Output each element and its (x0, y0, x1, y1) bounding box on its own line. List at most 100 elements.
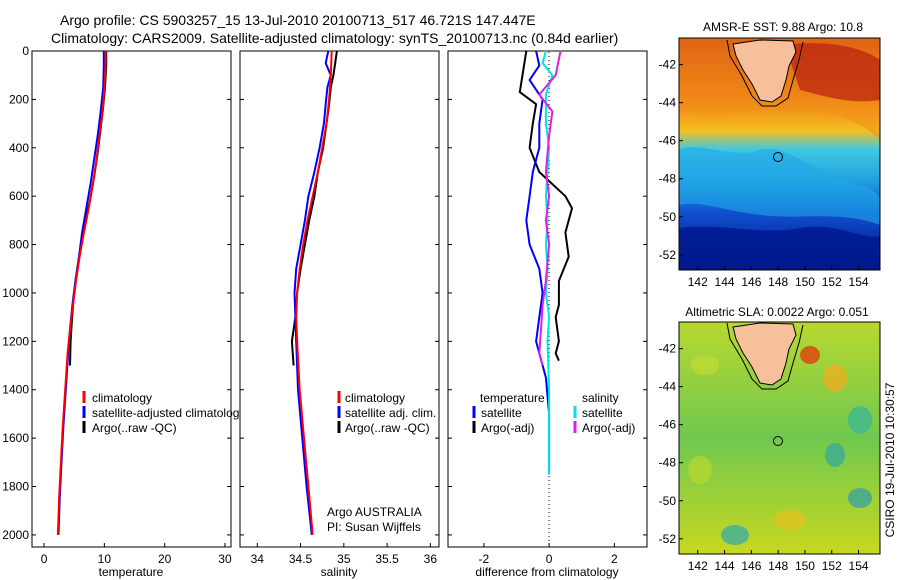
sst-deep-cold (679, 226, 880, 270)
y-tick-label: 200 (9, 92, 29, 106)
y-tick-label: -42 (659, 342, 677, 356)
x-tick-label: 146 (741, 275, 761, 289)
x-tick-label: 152 (822, 559, 842, 573)
sla-blob (848, 406, 872, 434)
sst-map-panel: AMSR-E SST: 9.88 Argo: 10.8 142 144 146 148… (659, 20, 881, 289)
x-tick-label: 0 (546, 552, 553, 566)
y-tick-label: 1200 (2, 334, 29, 348)
sla-blob (688, 456, 712, 484)
side-timestamp: CSIRO 19-Jul-2010 10:30:57 (883, 382, 897, 537)
sla-map-title: Altimetric SLA: 0.0022 Argo: 0.051 (685, 305, 869, 319)
x-tick-label: 148 (768, 559, 788, 573)
y-tick-label: -44 (659, 380, 677, 394)
temperature-axes-frame (31, 50, 232, 548)
y-tick-label: 600 (9, 189, 29, 203)
series-line-satellite-adj-clim- (293, 50, 332, 536)
x-tick-label: 34 (251, 552, 265, 566)
sla-blob (823, 364, 847, 392)
sla-blob (848, 488, 872, 508)
series-line-climatology (295, 50, 333, 535)
float-owner-line-2: PI: Susan Wijffels (327, 520, 421, 534)
x-tick-label: 152 (822, 275, 842, 289)
x-tick-label: 34.5 (289, 552, 313, 566)
x-tick-label: 142 (688, 559, 708, 573)
legend-title-temperature: temperature (480, 391, 545, 405)
y-tick-label: -52 (659, 532, 677, 546)
salinity-panel: 34 34.5 35 35.5 36 salinity climatology sate… (239, 50, 440, 579)
legend-label-sal-argo: Argo(-adj) (582, 421, 635, 435)
y-tick-label: -52 (659, 248, 677, 262)
x-tick-label: -2 (479, 552, 490, 566)
y-tick-label: -48 (659, 172, 677, 186)
y-tick-label: -46 (659, 418, 677, 432)
sst-hot-patch (785, 43, 880, 102)
x-tick-label: 150 (795, 275, 815, 289)
sla-blob (721, 525, 749, 545)
shelf-contour (726, 322, 804, 390)
x-tick-label: 144 (715, 559, 735, 573)
legend-label-temp-satellite: satellite (481, 406, 522, 420)
x-tick-label: 30 (218, 552, 232, 566)
y-tick-label: 1400 (2, 383, 29, 397)
legend-label-temp-argo: Argo(-adj) (481, 421, 534, 435)
tasmania-landmass (732, 39, 797, 103)
legend-title-salinity: salinity (582, 391, 619, 405)
series-line-salinity-argo-adj- (538, 50, 562, 366)
title-line-2: Climatology: CARS2009. Satellite-adjuste… (51, 30, 618, 46)
difference-xlabel: difference from climatology (475, 565, 618, 579)
y-tick-label: -42 (659, 58, 677, 72)
legend-label-sal-satellite: satellite (582, 406, 623, 420)
shelf-contour (726, 39, 804, 107)
temperature-panel: 0 10 20 30 0 200 400 600 800 1000 1200 1400 1600 1800… (2, 44, 245, 579)
y-tick-label: 800 (9, 238, 29, 252)
y-tick-label: -48 (659, 456, 677, 470)
float-owner-line-1: Argo AUSTRALIA (327, 505, 422, 519)
x-tick-label: 2 (611, 552, 618, 566)
x-tick-label: 36 (424, 552, 438, 566)
x-tick-label: 10 (98, 552, 112, 566)
salinity-xlabel: salinity (321, 565, 358, 579)
legend-label-argo: Argo(..raw -QC) (345, 421, 430, 435)
x-tick-label: 20 (158, 552, 172, 566)
x-tick-label: 146 (741, 559, 761, 573)
series-line-temperature-argo-adj- (518, 50, 574, 362)
argo-float-marker (773, 152, 783, 162)
sla-blob (825, 443, 845, 467)
sla-axes-frame (678, 321, 881, 555)
sla-blob (800, 346, 820, 364)
y-tick-label: -50 (659, 210, 677, 224)
argo-float-marker (773, 436, 783, 446)
sla-map-panel: Altimetric SLA: 0.0022 Argo: 0.051 142 14… (659, 305, 881, 573)
title-line-1: Argo profile: CS 5903257_15 13-Jul-2010 … (60, 12, 536, 28)
sst-field (679, 38, 880, 270)
legend-label-argo: Argo(..raw -QC) (92, 421, 177, 435)
x-tick-label: 154 (849, 275, 869, 289)
series-line-salinity-satellite (541, 50, 554, 475)
x-tick-label: 144 (715, 275, 735, 289)
x-tick-label: 154 (849, 559, 869, 573)
y-tick-label: -44 (659, 96, 677, 110)
sla-blob (774, 510, 806, 530)
sst-axes-frame (678, 37, 881, 271)
x-tick-label: 148 (768, 275, 788, 289)
legend-label-satellite: satellite adj. clim. (345, 406, 436, 420)
legend-label-climatology: climatology (345, 391, 405, 405)
x-tick-label: 0 (41, 552, 48, 566)
x-tick-label: 35.5 (375, 552, 399, 566)
difference-legend: temperature satellite Argo(-adj) salinit… (472, 391, 635, 435)
y-tick-label: -50 (659, 494, 677, 508)
y-tick-label: 2000 (2, 528, 29, 542)
temperature-legend: climatology satellite-adjusted climatolo… (82, 391, 245, 435)
sst-map-title: AMSR-E SST: 9.88 Argo: 10.8 (703, 20, 863, 34)
x-tick-label: 150 (795, 559, 815, 573)
salinity-axes-frame (239, 50, 440, 548)
temperature-xlabel: temperature (99, 565, 164, 579)
sla-field (679, 322, 880, 554)
x-tick-label: 142 (688, 275, 708, 289)
salinity-legend: climatology satellite adj. clim. Argo(..… (337, 391, 436, 435)
y-tick-label: 0 (22, 44, 29, 58)
tasmania-landmass (732, 322, 797, 386)
y-tick-label: -46 (659, 134, 677, 148)
sst-cold-patch (679, 147, 880, 225)
